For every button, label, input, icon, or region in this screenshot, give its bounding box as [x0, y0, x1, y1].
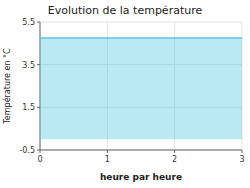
x-tick-label: 3	[239, 155, 244, 164]
y-axis-label: Température en °C	[2, 48, 12, 125]
y-tick-label: -0.5	[19, 146, 35, 155]
chart-title: Evolution de la température	[48, 4, 203, 17]
axes: -0.5 1.5 3.5 5.5 0 1 2 3	[19, 18, 244, 164]
y-tick-label: 3.5	[22, 61, 35, 70]
area-line	[40, 37, 242, 39]
y-grid-line	[40, 150, 242, 151]
y-tick-label: 5.5	[22, 18, 35, 27]
x-tick-label: 2	[172, 155, 177, 164]
x-tick-label: 1	[105, 155, 110, 164]
y-tick-label: 1.5	[22, 103, 35, 112]
plot-data	[40, 38, 242, 139]
area-fill	[40, 38, 242, 139]
grid	[40, 22, 242, 150]
x-tick-label: 0	[37, 155, 42, 164]
y-grid-line	[40, 22, 242, 23]
chart-container: -0.5 1.5 3.5 5.5 0 1 2 3 Evolution de la tempéra…	[0, 0, 250, 188]
x-axis-line	[40, 150, 242, 151]
chart-svg: -0.5 1.5 3.5 5.5 0 1 2 3 Evolution de la tempéra…	[0, 0, 250, 188]
x-axis-label: heure par heure	[100, 172, 182, 182]
